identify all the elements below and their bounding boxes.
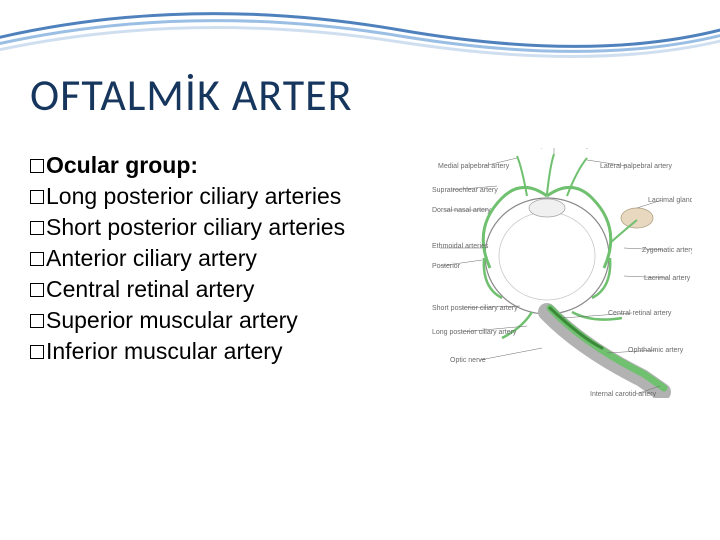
- slide: OFTALMİK ARTER Ocular group: Long poster…: [0, 0, 720, 540]
- list-item-label: Long posterior ciliary arteries: [46, 181, 341, 212]
- list-item-label: Anterior ciliary artery: [46, 243, 257, 274]
- slide-title: OFTALMİK ARTER: [30, 68, 353, 122]
- fig-label: Posterior: [432, 263, 461, 270]
- bullet-icon: [30, 190, 44, 204]
- list-item-label: Superior muscular artery: [46, 305, 298, 336]
- header-swoosh: [0, 0, 720, 70]
- bullet-icon: [30, 345, 44, 359]
- list-item: Superior muscular artery: [30, 305, 345, 336]
- fig-label: Long posterior ciliary artery: [432, 329, 517, 336]
- bullet-icon: [30, 159, 44, 173]
- list-item-label: Short posterior ciliary arteries: [46, 212, 345, 243]
- fig-label: Supraorbital artery: [532, 148, 590, 149]
- fig-label: Medial palpebral artery: [438, 163, 510, 170]
- list-item: Ocular group:: [30, 150, 345, 181]
- fig-label: Central retinal artery: [608, 310, 672, 317]
- fig-label: Dorsal nasal artery: [432, 207, 491, 214]
- fig-label: Zygomatic artery: [642, 247, 692, 254]
- fig-label: Short posterior ciliary artery: [432, 305, 518, 312]
- list-item: Central retinal artery: [30, 274, 345, 305]
- list-item: Short posterior ciliary arteries: [30, 212, 345, 243]
- list-item-label: Inferior muscular artery: [46, 336, 282, 367]
- fig-label: Ethmoidal arteries: [432, 243, 489, 250]
- bullet-icon: [30, 314, 44, 328]
- fig-label: Lateral palpebral artery: [600, 163, 672, 170]
- bullet-icon: [30, 283, 44, 297]
- fig-label: Supratrochlear artery: [432, 187, 498, 194]
- list-item-label: Central retinal artery: [46, 274, 254, 305]
- fig-label: Internal carotid artery: [590, 391, 657, 398]
- list-item: Anterior ciliary artery: [30, 243, 345, 274]
- list-item: Inferior muscular artery: [30, 336, 345, 367]
- fig-label: Lacrimal artery: [644, 275, 691, 282]
- list-item: Long posterior ciliary arteries: [30, 181, 345, 212]
- fig-label: Lacrimal gland: [648, 197, 692, 204]
- body-text: Ocular group: Long posterior ciliary art…: [30, 150, 345, 367]
- fig-label: Ophthalmic artery: [628, 347, 684, 354]
- fig-label: Optic nerve: [450, 357, 486, 364]
- list-item-label: Ocular group:: [46, 150, 198, 181]
- anatomy-figure: Medial palpebral artery Supraorbital art…: [432, 148, 692, 398]
- bullet-icon: [30, 252, 44, 266]
- bullet-icon: [30, 221, 44, 235]
